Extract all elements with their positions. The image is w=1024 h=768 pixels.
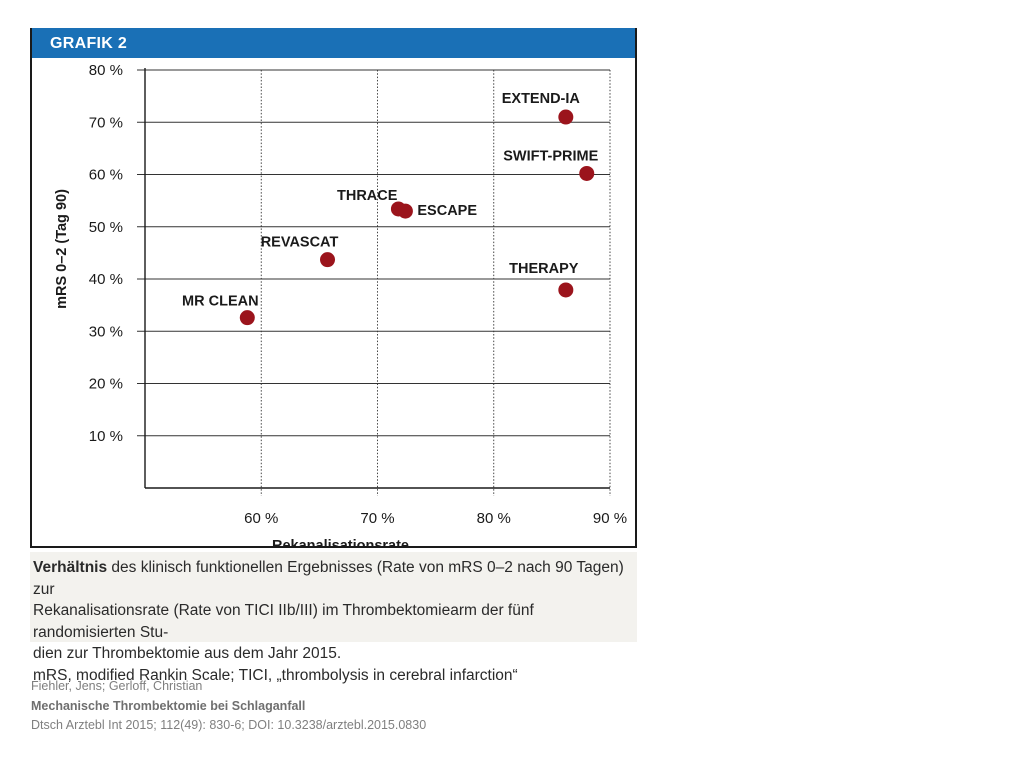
y-tick-label: 80 % [89, 62, 123, 79]
y-tick-label: 20 % [89, 376, 123, 393]
caption-line-3: dien zur Thrombektomie aus dem Jahr 2015… [33, 645, 342, 662]
x-tick-label: 90 % [593, 510, 627, 527]
y-tick-label: 70 % [89, 114, 123, 131]
data-point [320, 252, 336, 268]
y-tick-label: 40 % [89, 271, 123, 288]
data-point [397, 203, 413, 219]
point-label: MR CLEAN [182, 294, 259, 310]
data-point [558, 282, 574, 298]
point-label: THRACE [337, 188, 398, 204]
y-tick-label: 50 % [89, 219, 123, 236]
point-label: ESCAPE [417, 203, 477, 219]
caption-line-1: des klinisch funktionellen Ergebnisses (… [33, 559, 624, 598]
citation-footer: Fiehler, Jens; Gerloff, Christian Mechan… [31, 677, 731, 736]
caption-line-2: Rekanalisationsrate (Rate von TICI IIb/I… [33, 602, 534, 641]
caption-line-4: mRS, modified Rankin Scale; TICI, „throm… [33, 666, 518, 684]
scatter-chart: 10 % 20 % 30 % 40 % 50 % 60 % 70 % 80 % 60 % 70 %… [54, 62, 627, 548]
caption-bold-lead: Verhältnis [33, 559, 108, 576]
footer-authors: Fiehler, Jens; Gerloff, Christian [31, 679, 203, 693]
y-axis-title: mRS 0–2 (Tag 90) [54, 189, 70, 309]
x-tick-label: 70 % [360, 510, 394, 527]
x-axis-title: Rekanalisationsrate [272, 538, 409, 548]
y-tick-label: 60 % [89, 167, 123, 184]
figure-caption: Verhältnis des klinisch funktionellen Er… [30, 552, 637, 684]
footer-citation: Dtsch Arztebl Int 2015; 112(49): 830-6; … [31, 718, 427, 732]
data-point [239, 310, 255, 326]
data-point [558, 109, 574, 125]
footer-article-title: Mechanische Thrombektomie bei Schlaganfa… [31, 698, 306, 713]
point-label: THERAPY [509, 261, 579, 277]
y-tick-label: 30 % [89, 323, 123, 340]
x-tick-label: 80 % [477, 510, 511, 527]
figure-header: GRAFIK 2 [32, 28, 635, 58]
point-label: REVASCAT [261, 235, 339, 251]
y-tick-label: 10 % [89, 428, 123, 445]
figure-panel: GRAFIK 2 10 % 20 % 30 % 40 % 50 % 60 % 70 % 80 … [30, 28, 637, 548]
point-label: SWIFT-PRIME [503, 148, 598, 164]
x-tick-label: 60 % [244, 510, 278, 527]
point-label: EXTEND-IA [502, 91, 581, 107]
data-point [579, 165, 595, 181]
